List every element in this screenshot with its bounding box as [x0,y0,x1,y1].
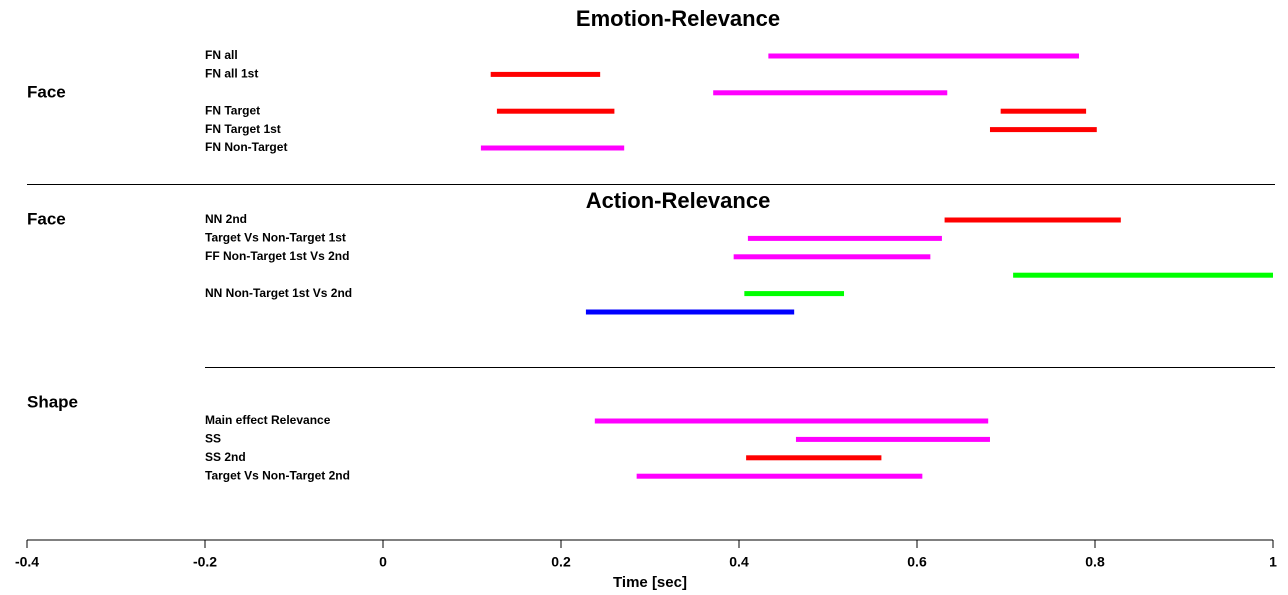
row-label: FN Target [205,103,260,117]
group-label: Face [27,209,66,228]
interval-bar [746,455,882,461]
interval-bar [490,71,601,77]
x-tick-label: -0.2 [193,554,217,570]
x-tick-label: 0.6 [907,554,927,570]
section-title: Emotion-Relevance [576,6,780,31]
row-label: NN Non-Target 1st Vs 2nd [205,286,352,300]
interval-bar [585,309,795,315]
row-label: NN 2nd [205,212,247,226]
interval-bar [989,127,1097,133]
interval-bar [944,217,1121,223]
row-label: FN Non-Target [205,140,287,154]
interval-bar [747,235,942,241]
x-tick-label: 1 [1269,554,1277,570]
interval-bar [795,436,990,442]
x-axis-label: Time [sec] [613,574,687,591]
x-tick-label: 0.8 [1085,554,1105,570]
group-label: Shape [27,392,78,411]
interval-bar [636,473,923,479]
interval-bar [1013,272,1273,278]
interval-bar [713,90,948,96]
row-label: FN all 1st [205,67,258,81]
x-tick-label: 0.2 [551,554,571,570]
interval-bar [480,145,625,151]
row-label: FF Non-Target 1st Vs 2nd [205,249,349,263]
interval-bar [744,291,845,297]
row-label: FN Target 1st [205,122,281,136]
row-label: Main effect Relevance [205,413,331,427]
interval-bar [594,418,989,424]
row-label: SS [205,432,221,446]
interval-bar [768,53,1079,59]
row-label: Target Vs Non-Target 2nd [205,468,350,482]
interval-bar [733,254,931,260]
group-label: Face [27,82,66,101]
section-title: Action-Relevance [586,188,771,213]
row-label: Target Vs Non-Target 1st [205,231,346,245]
interval-bar [496,108,615,114]
row-label: SS 2nd [205,450,246,464]
x-tick-label: 0 [379,554,387,570]
x-tick-label: -0.4 [15,554,39,570]
x-tick-label: 0.4 [729,554,749,570]
interval-bar [1000,108,1087,114]
row-label: FN all [205,48,238,62]
